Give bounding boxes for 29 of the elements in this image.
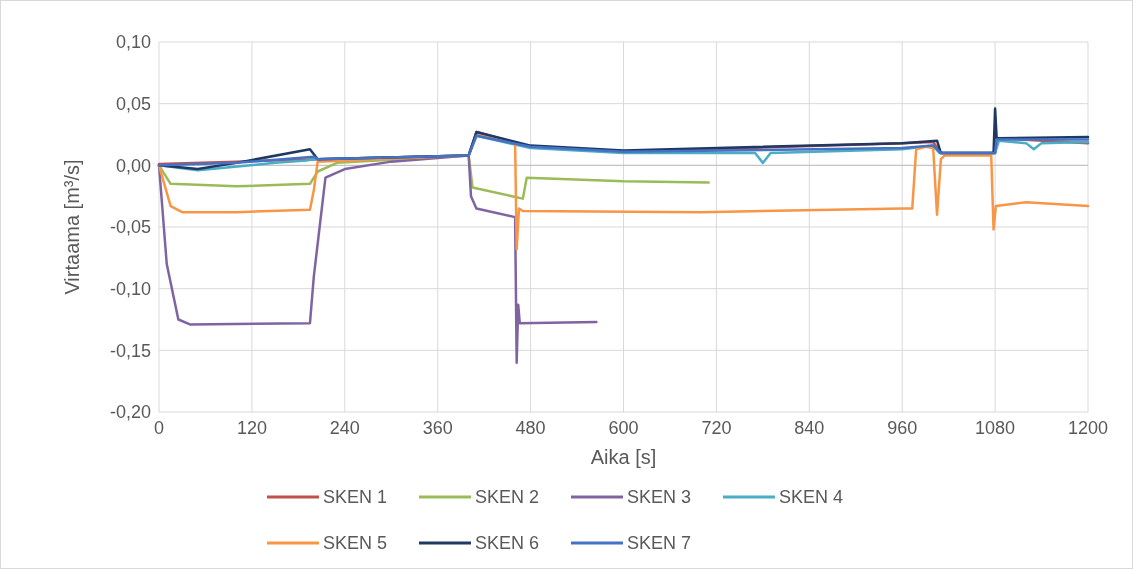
legend-label: SKEN 4 [779,487,844,508]
y-tick-label: -0,10 [109,278,151,299]
x-tick-label: 1200 [1067,418,1109,438]
x-axis-title: Aika [s] [590,446,657,468]
x-tick-label: 480 [515,418,546,438]
line-series [157,154,598,364]
line-series [157,133,1090,251]
x-tick-label: 960 [887,418,918,438]
legend-label: SKEN 6 [475,533,540,554]
x-tick-label: 0 [153,418,165,438]
y-tick-label: -0,05 [109,217,151,238]
y-tick-label: -0,15 [109,340,151,361]
legend-label: SKEN 3 [627,487,692,508]
x-tick-label: 360 [422,418,453,438]
x-tick-label: 720 [701,418,732,438]
legend-label: SKEN 7 [627,533,692,554]
legend-label: SKEN 2 [475,487,540,508]
y-tick-label: 0,05 [115,93,151,114]
x-tick-label: 240 [329,418,360,438]
legend-label: SKEN 1 [323,487,388,508]
x-tick-label: 840 [794,418,825,438]
legend-label: SKEN 5 [323,533,388,554]
y-tick-label: 0,10 [115,32,151,53]
y-tick-label: -0,20 [109,402,151,423]
x-tick-label: 120 [236,418,267,438]
x-tick-label: 600 [608,418,639,438]
y-axis-title: Virtaama [m³/s] [61,159,83,295]
y-tick-label: 0,00 [115,155,151,176]
x-tick-label: 1080 [975,418,1016,438]
